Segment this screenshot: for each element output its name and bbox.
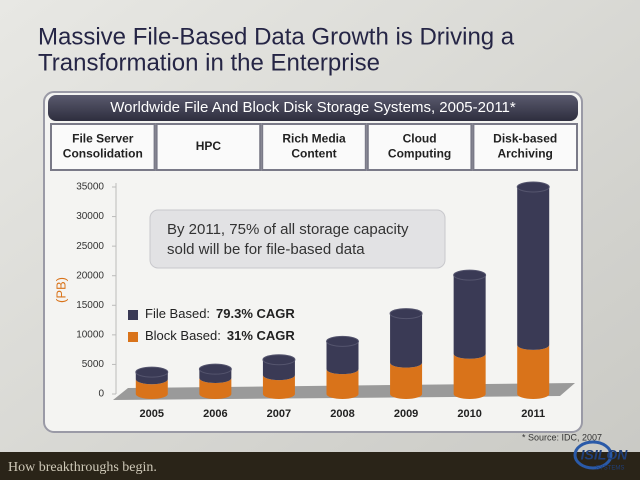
- cylinder-segment: [262, 359, 295, 381]
- cylinder-segment: [326, 369, 359, 399]
- slide-title-line: Transformation in the Enterprise: [38, 49, 380, 76]
- legend-cagr: 79.3% CAGR: [216, 306, 295, 321]
- y-tick-label: 20000: [76, 270, 104, 281]
- legend-swatch: [128, 310, 138, 320]
- x-tick-label: 2005: [140, 408, 164, 420]
- logo-ring: [573, 440, 613, 470]
- y-tick-label: 25000: [76, 241, 104, 252]
- slide-title-line: Massive File-Based Data Growth is Drivin…: [38, 23, 515, 50]
- driver-box: [155, 123, 262, 171]
- y-tick-label: 0: [98, 389, 104, 400]
- cylinder-segment: [135, 372, 168, 385]
- legend-name: File Based:: [145, 306, 210, 321]
- driver-label: Archiving: [498, 147, 553, 161]
- legend-entry: File Based: 79.3% CAGR: [145, 306, 295, 321]
- cylinder-segment: [517, 344, 550, 399]
- cylinder-segment: [390, 313, 423, 368]
- driver-box: [50, 123, 156, 171]
- legend-swatch: [128, 332, 138, 342]
- logo-name: ISILON: [581, 447, 629, 463]
- logo-sub: SYSTEMS: [596, 466, 625, 472]
- cylinder-cap: [516, 181, 550, 193]
- cylinder-cap: [198, 363, 232, 375]
- x-tick-label: 2007: [267, 408, 291, 420]
- x-tick-label: 2006: [203, 408, 227, 420]
- driver-label: Content: [291, 147, 336, 161]
- y-tick-label: 5000: [82, 359, 105, 370]
- x-tick-label: 2009: [394, 408, 418, 420]
- cylinder-cap: [389, 308, 423, 320]
- cylinder-cap: [135, 366, 169, 378]
- driver-label: Consolidation: [63, 147, 143, 161]
- legend-entry: Block Based: 31% CAGR: [145, 328, 295, 343]
- chart-title: Worldwide File And Block Disk Storage Sy…: [110, 99, 516, 116]
- y-tick-label: 35000: [76, 182, 104, 193]
- y-tick-label: 30000: [76, 211, 104, 222]
- x-tick-label: 2008: [330, 408, 354, 420]
- x-tick-label: 2011: [521, 408, 545, 420]
- y-tick-label: 15000: [76, 300, 104, 311]
- annotation: sold will be for file-based data: [167, 241, 365, 258]
- cylinder-segment: [390, 362, 423, 399]
- driver-label: Cloud: [403, 132, 437, 146]
- driver-label: File Server: [72, 132, 134, 146]
- chart-header: [48, 95, 578, 121]
- legend-name: Block Based:: [145, 328, 221, 343]
- annotation: By 2011, 75% of all storage capacity: [167, 221, 409, 238]
- annotation-box: [149, 209, 446, 269]
- cylinder-segment: [262, 375, 295, 399]
- driver-label: Disk-based: [493, 132, 557, 146]
- driver-label: Computing: [388, 147, 451, 161]
- cylinder-cap: [262, 354, 296, 366]
- cylinder-segment: [135, 379, 168, 399]
- driver-label: HPC: [196, 139, 222, 153]
- cylinder-cap: [326, 335, 359, 347]
- cylinder-segment: [517, 187, 550, 350]
- cylinder-segment: [199, 369, 232, 384]
- driver-box: [366, 123, 473, 171]
- legend-cagr: 31% CAGR: [227, 328, 296, 343]
- driver-label: Rich Media: [282, 132, 346, 146]
- footer-text: How breakthroughs begin.: [8, 460, 157, 475]
- driver-box: [261, 123, 367, 171]
- cylinder-segment: [199, 378, 232, 399]
- driver-box: [472, 123, 578, 171]
- cylinder-cap: [453, 269, 487, 281]
- cylinder-segment: [326, 341, 359, 375]
- footer-bar: [0, 452, 640, 480]
- cylinder-segment: [453, 275, 486, 359]
- cylinder-segment: [453, 353, 486, 399]
- y-tick-label: 10000: [76, 329, 104, 340]
- y-axis-label: (PB): [53, 277, 68, 303]
- x-tick-label: 2010: [457, 408, 481, 420]
- source: * Source: IDC, 2007: [522, 432, 602, 442]
